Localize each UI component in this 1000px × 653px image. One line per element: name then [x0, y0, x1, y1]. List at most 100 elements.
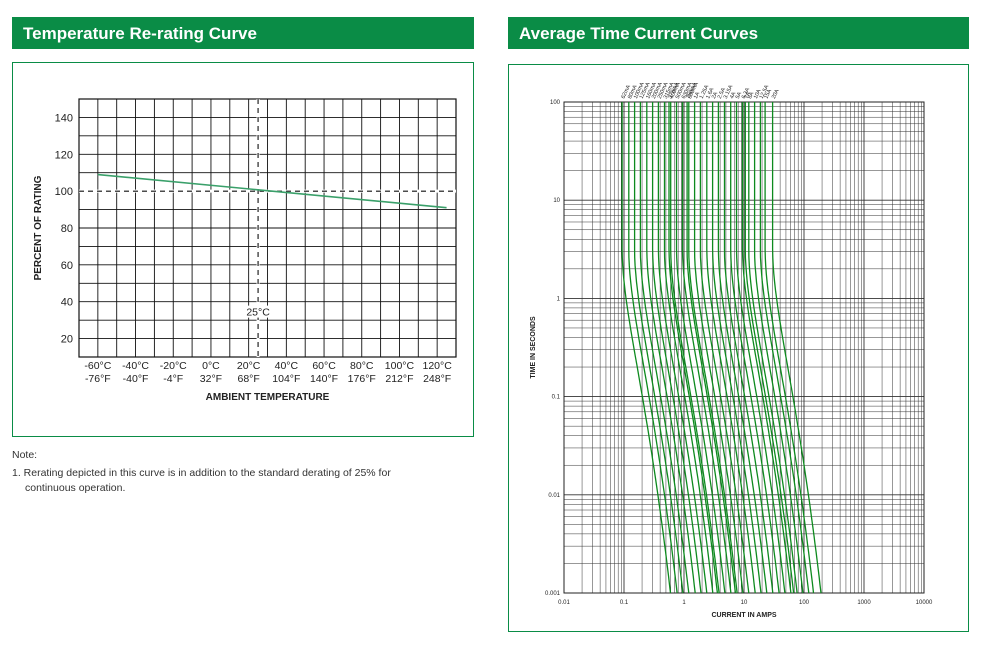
fuse-curve-100ma — [633, 102, 684, 594]
x-tick-label: 10000 — [916, 600, 933, 606]
fuse-curve-5a — [735, 102, 786, 594]
note-line-1: 1. Rerating depicted in this curve is in… — [12, 467, 391, 479]
y-tick-label: 0.1 — [552, 395, 561, 401]
y-tick-label: 20 — [61, 334, 73, 346]
x-tick-label-c: 20°C — [237, 360, 261, 372]
fuse-curve-2-5a — [717, 102, 768, 594]
curve-label: 15A — [764, 88, 774, 100]
y-tick-label: 0.01 — [548, 493, 560, 499]
y-tick-label: 100 — [55, 186, 73, 198]
curve-label: 10A — [753, 88, 763, 100]
x-tick-label-c: 60°C — [312, 360, 336, 372]
y-tick-label: 100 — [550, 100, 561, 106]
x-tick-label: 0.01 — [558, 600, 570, 606]
plot-frame — [78, 98, 457, 358]
y-tick-label: 120 — [55, 149, 73, 161]
rerating-chart-panel: 25°C 20 40 60 80 100 120 140 -60°C -76°F -40°C -40°… — [12, 62, 474, 437]
time-current-chart: 62mA80mA100mA125mA160mA200mA250mA315mA37… — [530, 81, 933, 619]
y-tick-label: 1 — [557, 296, 561, 302]
x-tick-label-c: 120°C — [422, 360, 452, 372]
x-tick-label-f: 68°F — [238, 373, 260, 385]
fuse-curve-3-15a — [723, 102, 774, 594]
x-tick-label-f: 212°F — [385, 373, 413, 385]
fuse-curve-800ma — [688, 102, 738, 594]
fuse-curves — [621, 102, 822, 594]
plot-frame — [563, 101, 925, 594]
curve-label: 2A — [711, 91, 719, 100]
fuse-curve-7a — [744, 102, 795, 594]
annotation-25c: 25°C — [246, 307, 270, 319]
fuse-curve-500ma — [675, 102, 726, 594]
time-current-header: Average Time Current Curves — [508, 17, 969, 49]
curve-label: 1.25A — [699, 84, 711, 100]
y-tick-label: 0.001 — [545, 591, 561, 597]
y-tick-label: 140 — [55, 112, 73, 124]
fuse-curve-125ma — [639, 102, 690, 594]
y-axis-label: PERCENT OF RATING — [33, 175, 44, 280]
fuse-curve-10a — [753, 102, 804, 594]
curve-label: 6.3A — [741, 87, 751, 100]
x-tick-label: 100 — [799, 600, 810, 606]
rerating-line — [97, 173, 447, 209]
fuse-curve-1a — [693, 102, 744, 594]
x-axis-label: CURRENT IN AMPS — [711, 612, 776, 619]
x-tick-label-f: 140°F — [310, 373, 338, 385]
fuse-curve-200ma — [651, 102, 702, 594]
curve-label: 80mA — [627, 84, 639, 100]
fuse-curve-20a — [771, 102, 822, 594]
y-tick-label: 40 — [61, 297, 73, 309]
fuse-curve-160ma — [646, 102, 696, 594]
curve-label: 1.6A — [705, 87, 715, 100]
x-tick-label: 10 — [741, 600, 748, 606]
x-tick-label-f: 248°F — [423, 373, 451, 385]
curve-label: 3.15A — [723, 84, 735, 100]
x-tick-label-f: 176°F — [348, 373, 376, 385]
y-tick-label: 80 — [61, 223, 73, 235]
time-current-chart-panel: 62mA 80mA 100mA 125mA 160mA 200mA 250mA 315mA 37… — [508, 64, 969, 632]
x-tick-label-c: 80°C — [350, 360, 374, 372]
fuse-curve-375ma — [668, 102, 719, 594]
x-tick-label-f: -4°F — [163, 373, 183, 385]
fuse-curve-630ma — [681, 102, 732, 594]
fuse-curve-750ma — [686, 102, 737, 594]
curve-label: 1A — [693, 91, 701, 100]
x-tick-label: 1000 — [857, 600, 871, 606]
curve-label: 12.5A — [759, 84, 771, 100]
fuse-curve-400ma — [670, 102, 720, 594]
x-tick-label-c: 40°C — [275, 360, 299, 372]
x-tick-label: 0.1 — [620, 600, 629, 606]
curve-label: 5A — [735, 91, 743, 100]
x-axis-label: AMBIENT TEMPERATURE — [206, 392, 330, 403]
fuse-curve-1-25a — [699, 102, 750, 594]
rerating-chart: 25°C 20 40 60 80 100 120 140 -60°C-76°F -40°C-40°… — [33, 98, 457, 403]
curve-label: 7A — [744, 91, 752, 100]
fuse-curve-80ma — [628, 102, 678, 594]
fuse-curve-315ma — [663, 102, 714, 594]
y-tick-label: 60 — [61, 260, 73, 272]
x-tick-label-c: 100°C — [385, 360, 415, 372]
curve-label: 8A — [747, 91, 755, 100]
fuse-curve-62ma — [621, 102, 672, 594]
fuse-curve-250ma — [657, 102, 708, 594]
x-tick-label-f: -40°F — [123, 373, 149, 385]
fuse-curve-6-3a — [741, 102, 792, 594]
x-tick-label-c: -40°C — [122, 360, 149, 372]
fuse-curve-12-5a — [759, 102, 810, 594]
temperature-rerating-header: Temperature Re-rating Curve — [12, 17, 474, 49]
fuse-curve-1-6a — [706, 102, 756, 594]
fuse-curve-4a — [730, 102, 780, 594]
curve-label: 4A — [729, 91, 737, 100]
x-tick-label-c: -60°C — [84, 360, 111, 372]
fuse-curve-2a — [711, 102, 762, 594]
fuse-curve-8a — [748, 102, 798, 594]
y-axis-label: TIME IN SECONDS — [530, 316, 537, 379]
x-tick-label-f: 32°F — [200, 373, 222, 385]
y-tick-label: 10 — [553, 198, 560, 204]
tcc-grid — [563, 102, 924, 594]
annotation-bg — [242, 305, 275, 318]
x-tick-label-f: -76°F — [85, 373, 111, 385]
x-tick-label-c: -20°C — [160, 360, 187, 372]
curve-label: 20A — [771, 88, 781, 100]
curve-label: 2.5A — [717, 87, 727, 100]
curve-label: 62mA — [620, 84, 632, 100]
